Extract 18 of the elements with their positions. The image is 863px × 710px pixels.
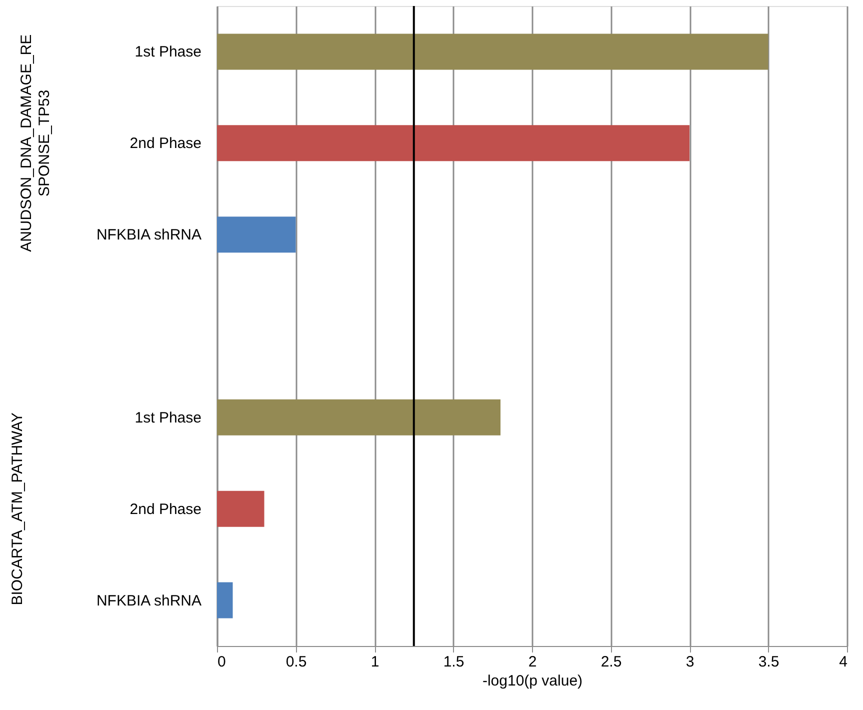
x-tick-label: 0.5 [286,654,307,670]
x-tick-label: 0 [218,654,226,670]
y-tick-label: NFKBIA shRNA [96,592,202,610]
x-tick-label: 3 [686,654,694,670]
x-tick-label: 1 [370,654,380,670]
y-tick-label: 1st Phase [134,44,202,61]
x-tick-label: 2.5 [600,654,622,670]
x-tick-label: 2 [528,654,537,670]
x-axis-title: -log10(p value) [482,672,583,690]
text: BIOCARTA_ATM_PATHWAY [9,412,26,606]
y-tick-label: 2nd Phase [130,500,202,518]
text: ANUDSON_DNA_DAMAGE_RESPONSE_TP53 [18,34,53,252]
x-tick-label: 4 [839,654,848,670]
x-tick-label: 1.5 [443,654,464,670]
x-tick-label: 3.5 [758,654,780,670]
y-tick-label: 2nd Phase [130,135,202,152]
y-tick-label: NFKBIA shRNA [96,226,202,244]
y-tick-label: 1st Phase [134,409,202,426]
